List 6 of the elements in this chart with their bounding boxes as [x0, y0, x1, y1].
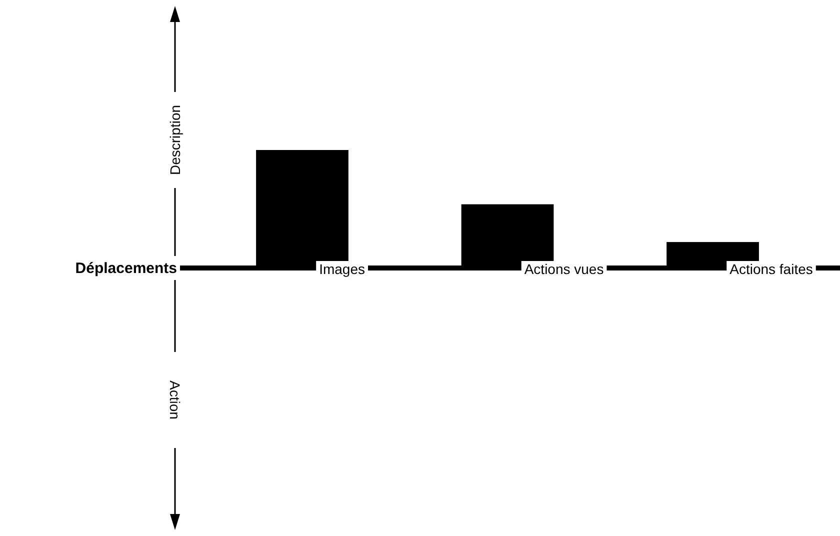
y-axis-title: Description: [167, 104, 183, 176]
x-axis-title: Déplacements: [75, 260, 177, 277]
x-tick-label: Images: [319, 261, 366, 277]
text: Action: [167, 380, 183, 420]
x-tick-label: Actions vues: [524, 261, 604, 277]
x-tick-label: Actions faites: [730, 261, 813, 277]
